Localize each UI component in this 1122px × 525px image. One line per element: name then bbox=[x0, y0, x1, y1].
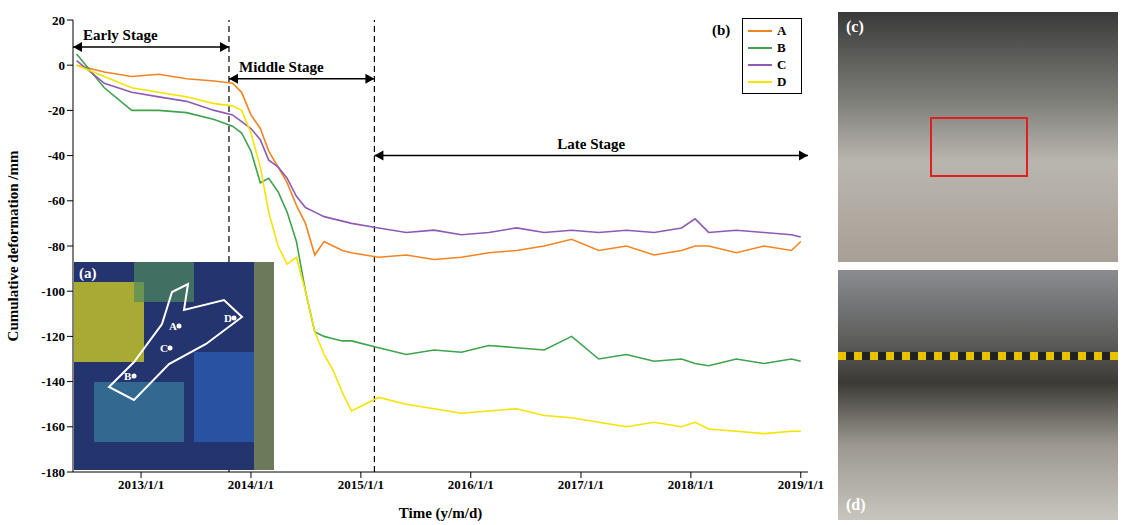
svg-text:Time (y/m/d): Time (y/m/d) bbox=[399, 505, 482, 522]
svg-text:2018/1/1: 2018/1/1 bbox=[668, 477, 714, 492]
html-text:A: A bbox=[777, 22, 787, 38]
svg-text:-80: -80 bbox=[48, 239, 65, 254]
svg-text:A: A bbox=[169, 320, 177, 332]
svg-text:D: D bbox=[224, 312, 232, 324]
svg-text:B: B bbox=[124, 370, 132, 382]
svg-text:2016/1/1: 2016/1/1 bbox=[448, 477, 494, 492]
svg-text:2014/1/1: 2014/1/1 bbox=[228, 477, 274, 492]
svg-text:(a): (a) bbox=[79, 265, 97, 282]
svg-text:2013/1/1: 2013/1/1 bbox=[118, 477, 164, 492]
svg-text:Cumulative deformation /mm: Cumulative deformation /mm bbox=[5, 150, 21, 341]
svg-text:C: C bbox=[160, 342, 168, 354]
html-text:(c): (c) bbox=[846, 18, 864, 35]
svg-text:2015/1/1: 2015/1/1 bbox=[338, 477, 384, 492]
svg-text:-100: -100 bbox=[41, 284, 65, 299]
svg-text:-160: -160 bbox=[41, 419, 65, 434]
svg-text:-20: -20 bbox=[48, 103, 65, 118]
html-text:C: C bbox=[777, 56, 787, 72]
svg-text:-120: -120 bbox=[41, 329, 65, 344]
svg-text:0: 0 bbox=[59, 58, 66, 73]
svg-text:-40: -40 bbox=[48, 148, 65, 163]
svg-text:-140: -140 bbox=[41, 374, 65, 389]
svg-text:-180: -180 bbox=[41, 465, 65, 480]
svg-text:2017/1/1: 2017/1/1 bbox=[558, 477, 604, 492]
svg-text:Late Stage: Late Stage bbox=[557, 136, 625, 152]
html-text:(d): (d) bbox=[846, 496, 866, 513]
svg-text:Early Stage: Early Stage bbox=[83, 27, 158, 43]
html-text:(b): (b) bbox=[712, 22, 731, 38]
svg-text:-60: -60 bbox=[48, 193, 65, 208]
svg-text:2019/1/1: 2019/1/1 bbox=[778, 477, 824, 492]
html-text:D: D bbox=[777, 73, 787, 89]
svg-text:20: 20 bbox=[52, 13, 65, 28]
svg-text:Middle Stage: Middle Stage bbox=[239, 59, 324, 75]
html-text:B: B bbox=[777, 39, 786, 55]
